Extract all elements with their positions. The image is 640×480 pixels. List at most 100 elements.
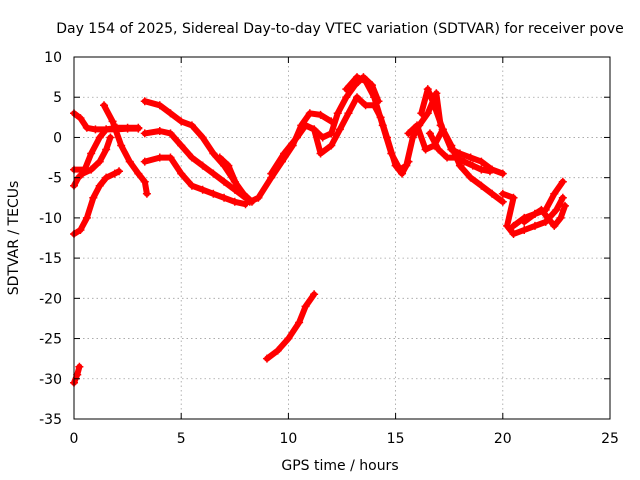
data-point — [78, 169, 87, 178]
data-point — [485, 167, 494, 176]
data-point — [310, 125, 319, 134]
data-point — [87, 149, 96, 158]
data-point — [75, 362, 84, 371]
data-point — [438, 125, 447, 134]
x-tick-label: 10 — [279, 431, 297, 447]
series-track-p — [498, 189, 567, 238]
data-point — [402, 161, 411, 170]
data-point — [87, 165, 96, 174]
data-point — [198, 161, 207, 170]
data-point — [432, 89, 441, 98]
data-point — [466, 173, 475, 182]
x-tick-label: 20 — [494, 431, 512, 447]
data-point — [333, 109, 342, 118]
y-tick-label: -30 — [39, 372, 62, 388]
data-point — [232, 181, 241, 190]
data-point — [342, 93, 351, 102]
x-tick-label: 5 — [177, 431, 186, 447]
data-point — [395, 165, 404, 174]
data-point — [556, 213, 565, 222]
data-point — [177, 141, 186, 150]
data-point — [91, 125, 100, 134]
data-point — [353, 73, 362, 82]
data-point — [305, 109, 314, 118]
data-point — [310, 290, 319, 299]
data-point — [443, 153, 452, 162]
data-point — [342, 85, 351, 94]
data-point — [488, 189, 497, 198]
data-point — [378, 121, 387, 130]
ticks: 0 5 10 15 20 25 -35 -30 -25 -20 -15 -10 -5 0 5 10 — [39, 50, 619, 447]
data-point — [108, 117, 117, 126]
data-point — [466, 153, 475, 162]
data-point — [73, 370, 82, 379]
y-tick-label: -20 — [39, 291, 62, 307]
chart-title: Day 154 of 2025, Sidereal Day-to-day VTE… — [56, 21, 624, 37]
data-point — [417, 109, 426, 118]
data-point — [89, 193, 98, 202]
data-point — [316, 110, 325, 119]
data-point — [100, 101, 109, 110]
data-point — [134, 123, 143, 132]
series-line — [141, 128, 249, 201]
data-point — [215, 153, 224, 162]
data-point — [198, 133, 207, 142]
data-point — [477, 165, 486, 174]
data-point — [468, 161, 477, 170]
data-point — [102, 125, 111, 134]
data-point — [361, 101, 370, 110]
data-point — [187, 181, 196, 190]
data-point — [558, 177, 567, 186]
data-point — [142, 189, 151, 198]
data-point — [327, 129, 336, 138]
data-point — [344, 109, 353, 118]
data-point — [520, 213, 529, 222]
data-point — [421, 145, 430, 154]
data-point — [95, 133, 104, 142]
data-point — [95, 157, 104, 166]
data-point — [327, 141, 336, 150]
data-point — [404, 129, 413, 138]
data-point — [318, 133, 327, 142]
series-track-e — [100, 101, 151, 198]
data-point — [102, 145, 111, 154]
y-tick-label: -25 — [39, 332, 62, 348]
data-point — [408, 133, 417, 142]
y-tick-label: -10 — [39, 211, 62, 227]
y-tick-label: 10 — [44, 50, 62, 66]
x-tick-label: 15 — [387, 431, 405, 447]
data-point — [177, 117, 186, 126]
data-point — [425, 129, 434, 138]
data-point — [140, 177, 149, 186]
data-point — [498, 197, 507, 206]
data-point — [187, 121, 196, 130]
data-point — [423, 85, 432, 94]
data-point — [552, 205, 561, 214]
data-point — [82, 213, 91, 222]
data-point — [509, 221, 518, 230]
data-point — [361, 77, 370, 86]
data-point — [166, 109, 175, 118]
data-point — [560, 201, 569, 210]
series-track-h — [140, 153, 250, 209]
data-point — [209, 149, 218, 158]
data-point — [295, 318, 304, 327]
data-point — [220, 177, 229, 186]
data-point — [292, 133, 301, 142]
series-track-r — [509, 201, 569, 230]
data-point — [155, 153, 164, 162]
data-layer — [70, 73, 569, 387]
data-point — [434, 145, 443, 154]
x-tick-label: 25 — [601, 431, 619, 447]
x-tick-label: 0 — [70, 431, 79, 447]
data-point — [430, 101, 439, 110]
data-point — [102, 173, 111, 182]
data-point — [509, 193, 518, 202]
data-point — [209, 189, 218, 198]
data-point — [477, 157, 486, 166]
data-point — [543, 213, 552, 222]
data-point — [82, 123, 91, 132]
data-point — [550, 221, 559, 230]
data-point — [530, 221, 539, 230]
data-point — [140, 129, 149, 138]
